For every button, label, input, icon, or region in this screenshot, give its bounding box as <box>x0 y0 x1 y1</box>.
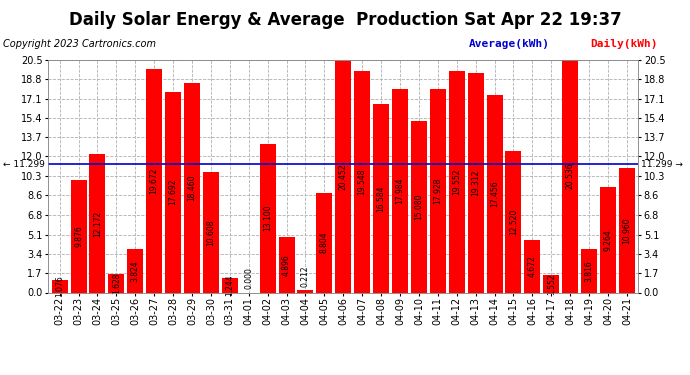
Bar <box>411 122 427 292</box>
Text: 11.299 →: 11.299 → <box>641 160 683 169</box>
Bar <box>619 168 635 292</box>
Bar <box>468 74 484 292</box>
Bar <box>146 69 162 292</box>
Text: 1.552: 1.552 <box>546 273 555 294</box>
Text: 4.896: 4.896 <box>282 254 291 276</box>
Text: Copyright 2023 Cartronics.com: Copyright 2023 Cartronics.com <box>3 39 157 50</box>
Text: 15.080: 15.080 <box>415 194 424 220</box>
Text: 1.244: 1.244 <box>226 274 235 296</box>
Text: 18.460: 18.460 <box>188 175 197 201</box>
Text: Daily Solar Energy & Average  Production Sat Apr 22 19:37: Daily Solar Energy & Average Production … <box>68 11 622 29</box>
Bar <box>524 240 540 292</box>
Bar <box>430 89 446 292</box>
Bar <box>108 274 124 292</box>
Bar <box>52 280 68 292</box>
Text: 9.876: 9.876 <box>74 226 83 248</box>
Bar <box>279 237 295 292</box>
Bar <box>90 154 106 292</box>
Text: 20.536: 20.536 <box>566 163 575 189</box>
Text: 20.452: 20.452 <box>339 163 348 190</box>
Text: 10.960: 10.960 <box>622 217 631 244</box>
Text: 19.312: 19.312 <box>471 170 480 196</box>
Text: 17.692: 17.692 <box>168 179 177 206</box>
Bar <box>543 275 560 292</box>
Text: 1.628: 1.628 <box>112 273 121 294</box>
Text: 19.672: 19.672 <box>150 168 159 194</box>
Bar <box>316 193 333 292</box>
Text: 17.928: 17.928 <box>433 178 442 204</box>
Bar <box>184 83 200 292</box>
Text: 16.584: 16.584 <box>377 185 386 212</box>
Bar <box>165 92 181 292</box>
Text: 8.804: 8.804 <box>320 232 329 254</box>
Text: 0.212: 0.212 <box>301 265 310 287</box>
Text: 19.552: 19.552 <box>452 168 461 195</box>
Bar <box>221 278 238 292</box>
Bar <box>297 290 313 292</box>
Bar <box>203 172 219 292</box>
Text: 17.456: 17.456 <box>490 180 499 207</box>
Bar <box>392 88 408 292</box>
Text: 3.816: 3.816 <box>584 260 593 282</box>
Text: Daily(kWh): Daily(kWh) <box>590 39 658 50</box>
Text: 17.984: 17.984 <box>395 177 404 204</box>
Text: ← 11.299: ← 11.299 <box>3 160 46 169</box>
Text: Average(kWh): Average(kWh) <box>469 39 550 50</box>
Text: 13.100: 13.100 <box>263 205 272 231</box>
Text: 12.520: 12.520 <box>509 209 518 235</box>
Text: 12.172: 12.172 <box>93 210 102 237</box>
Text: 4.672: 4.672 <box>528 255 537 277</box>
Text: 10.608: 10.608 <box>206 219 215 246</box>
Bar <box>127 249 144 292</box>
Text: 19.548: 19.548 <box>357 168 366 195</box>
Bar <box>600 188 616 292</box>
Bar <box>448 71 465 292</box>
Bar <box>335 60 351 292</box>
Bar <box>373 104 389 292</box>
Bar <box>259 144 276 292</box>
Bar <box>505 150 522 292</box>
Bar <box>486 94 502 292</box>
Text: 1.076: 1.076 <box>55 276 64 297</box>
Text: 0.000: 0.000 <box>244 267 253 289</box>
Bar <box>70 180 86 292</box>
Bar <box>581 249 597 292</box>
Bar <box>562 60 578 292</box>
Text: 3.824: 3.824 <box>131 260 140 282</box>
Bar <box>354 71 371 292</box>
Text: 9.264: 9.264 <box>604 229 613 251</box>
